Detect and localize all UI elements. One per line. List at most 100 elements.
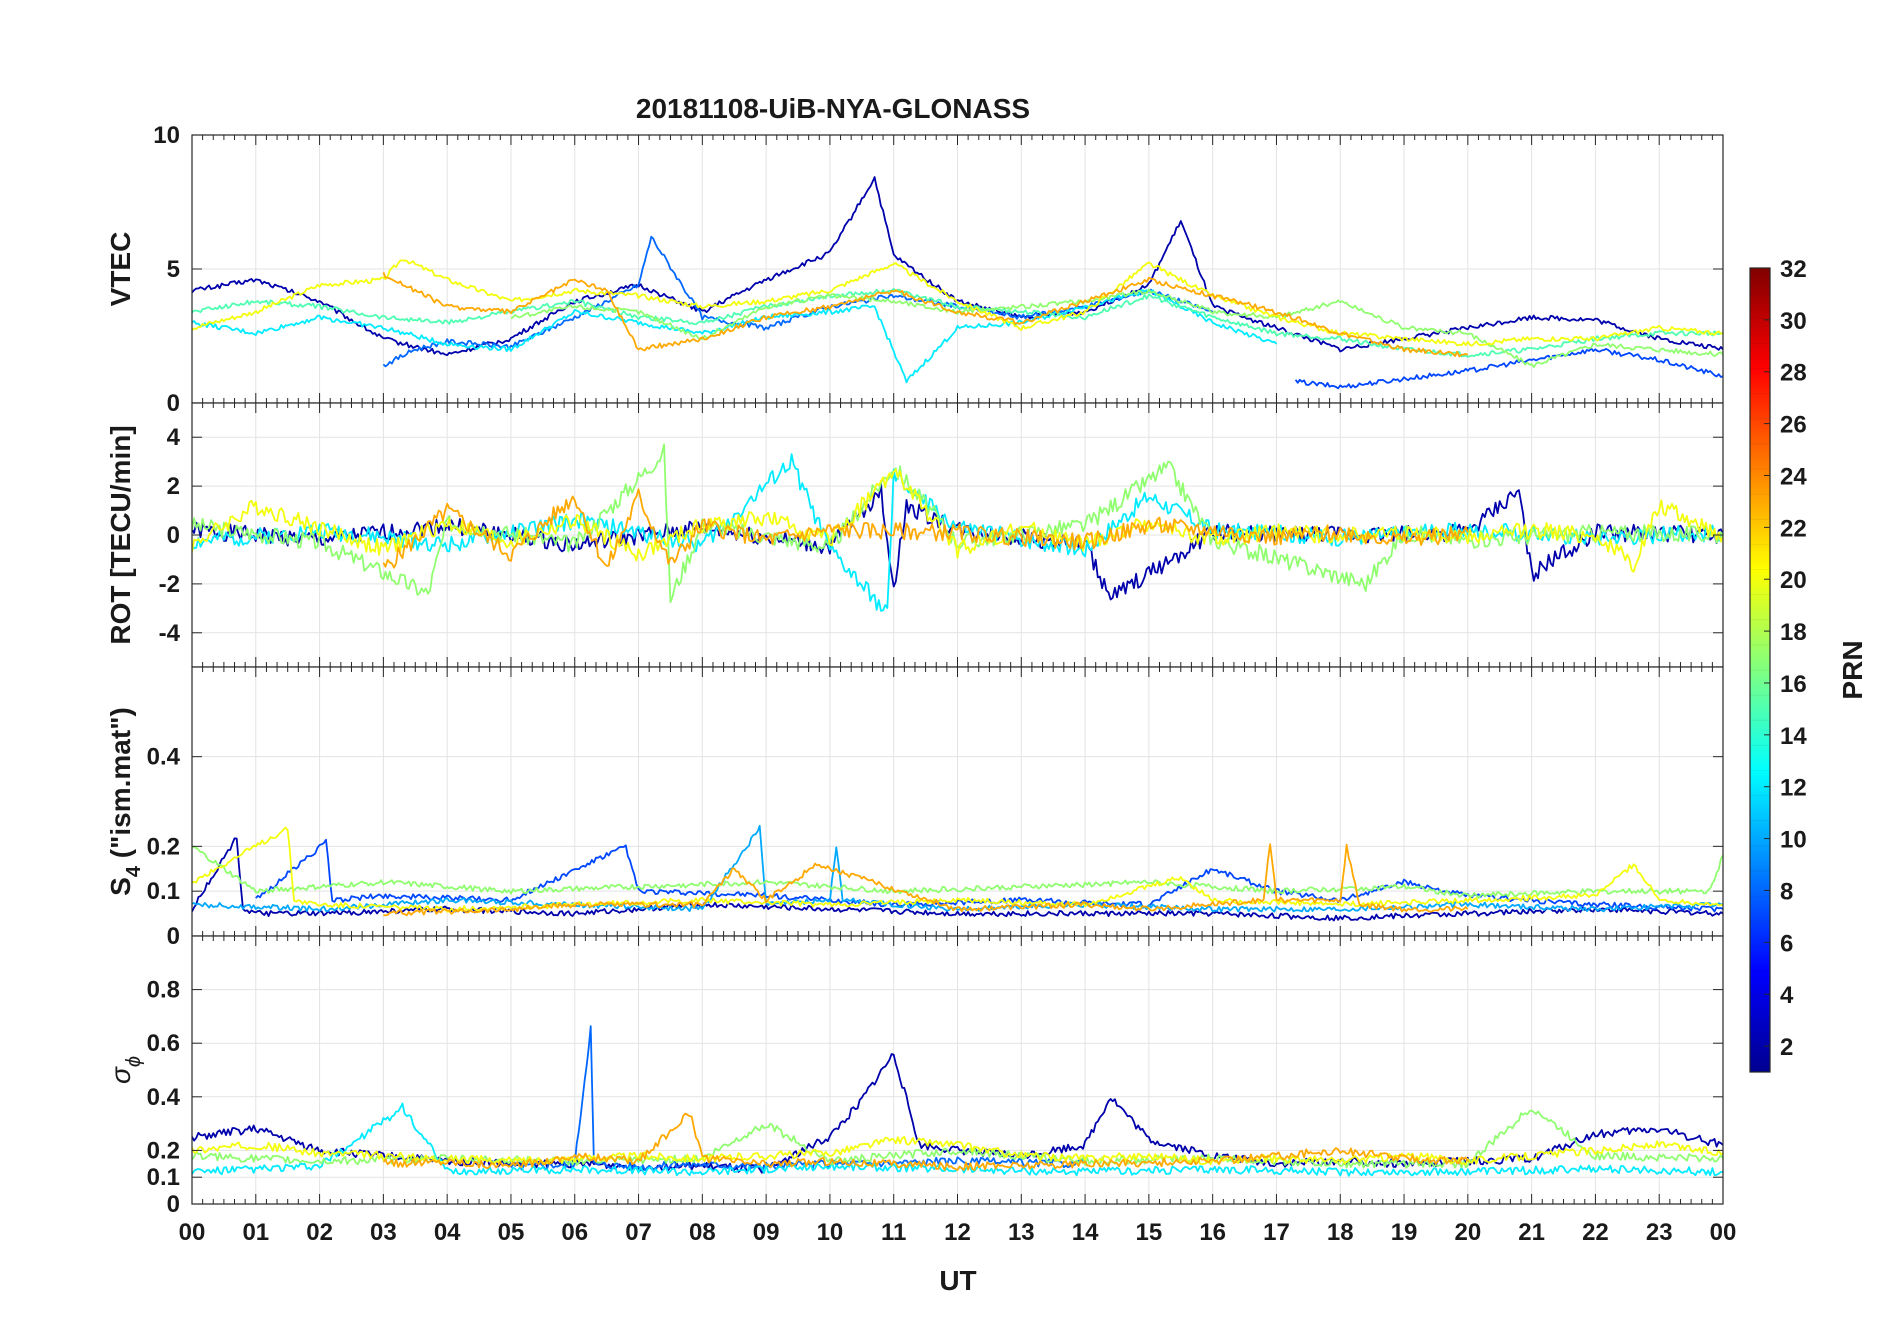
x-tick-label-9: 09 [753, 1219, 780, 1246]
sigma-ytick-label-3: 0.4 [147, 1084, 181, 1111]
rot-ytick-label-3: 2 [167, 473, 180, 500]
rot-ytick-label-1: -2 [159, 571, 180, 598]
x-tick-label-19: 19 [1391, 1219, 1418, 1246]
x-tick-label-13: 13 [1008, 1219, 1035, 1246]
x-tick-label-8: 08 [689, 1219, 716, 1246]
sigma-series-prn-17 [192, 1109, 1723, 1169]
x-tick-label-6: 06 [561, 1219, 588, 1246]
colorbar-tick-label-3: 8 [1780, 878, 1793, 905]
sigma-ylabel-main: σ [105, 1066, 136, 1084]
s4-series-prn-20 [192, 826, 1723, 913]
vtec-series-prn-23 [382, 272, 1469, 358]
x-axis-label: UT [939, 1265, 976, 1296]
sigma-series-prn-8 [510, 1025, 1086, 1172]
s4-series-prn-7 [255, 838, 1723, 913]
x-axis: 00 01 02 03 04 05 06 07 08 09 10 11 12 13 14 15 16 17 18 19… [179, 1219, 1737, 1246]
vtec-series-prn-17 [510, 288, 1723, 369]
s4-ytick-label-1: 0.1 [147, 878, 180, 905]
colorbar-tick-label-8: 18 [1780, 619, 1807, 646]
colorbar-tick-label-12: 26 [1780, 412, 1807, 439]
x-tick-label-12: 12 [944, 1219, 971, 1246]
x-tick-label-5: 05 [498, 1219, 525, 1246]
sigma-ylabel-sub: ϕ [123, 1056, 145, 1067]
sigma-ytick-label-0: 0 [167, 1191, 180, 1218]
vtec-ytick-label-0: 0 [167, 390, 180, 417]
s4-ytick-label-2: 0.2 [147, 833, 180, 860]
colorbar-label: PRN [1837, 640, 1868, 699]
rot-series-prn-17 [192, 443, 1723, 604]
sigma-ytick-label-2: 0.2 [147, 1137, 180, 1164]
sigma-ytick-label-5: 0.8 [147, 977, 180, 1004]
x-tick-label-2: 02 [306, 1219, 333, 1246]
s4-series-prn-23 [383, 843, 1469, 917]
x-tick-label-23: 23 [1646, 1219, 1673, 1246]
rot-ytick-label-2: 0 [167, 522, 180, 549]
colorbar-gradient [1750, 268, 1770, 1072]
x-tick-label-17: 17 [1263, 1219, 1290, 1246]
vtec-ytick-label-2: 10 [153, 122, 180, 149]
s4-ylabel-main: S [105, 877, 136, 896]
x-tick-label-3: 03 [370, 1219, 397, 1246]
x-tick-label-18: 18 [1327, 1219, 1354, 1246]
colorbar-tick-label-11: 24 [1780, 463, 1807, 490]
x-tick-label-10: 10 [817, 1219, 844, 1246]
s4-ylabel-rest: ("ism.mat") [105, 707, 136, 866]
panel-rot: -4 -2 0 2 4 ROT [TECU/min] [105, 402, 1724, 668]
colorbar-tick-label-14: 30 [1780, 308, 1807, 335]
x-tick-label-11: 11 [881, 1219, 906, 1246]
rot-series-group [192, 443, 1723, 612]
s4-ylabel-sub: 4 [123, 865, 145, 877]
colorbar-tick-label-0: 2 [1780, 1034, 1793, 1061]
rot-y-axis-label: ROT [TECU/min] [105, 425, 136, 644]
x-tick-label-24: 00 [1710, 1219, 1737, 1246]
s4-ytick-label-0: 0 [167, 923, 180, 950]
x-tick-label-22: 22 [1582, 1219, 1609, 1246]
colorbar-tick-label-7: 16 [1780, 671, 1807, 698]
x-tick-label-14: 14 [1072, 1219, 1099, 1246]
x-tick-label-4: 04 [434, 1219, 461, 1246]
sigma-ytick-label-4: 0.6 [147, 1030, 180, 1057]
colorbar-tick-label-4: 10 [1780, 827, 1807, 854]
rot-ytick-label-4: 4 [167, 424, 181, 451]
s4-series-prn-10 [192, 824, 1723, 913]
x-tick-label-0: 00 [179, 1219, 206, 1246]
panel-sigma: 00.10.2 0.4 0.6 0.8 σϕ [105, 935, 1724, 1218]
s4-y-axis-label: S4 ("ism.mat") [105, 707, 145, 896]
sigma-series-group [192, 1025, 1723, 1177]
vtec-series-prn-15 [192, 287, 1723, 358]
colorbar-tick-label-1: 4 [1780, 982, 1794, 1009]
x-tick-label-15: 15 [1136, 1219, 1163, 1246]
sigma-series-prn-20 [192, 1136, 1723, 1166]
vtec-series-prn-2 [192, 176, 1723, 357]
colorbar-tick-label-15: 32 [1780, 256, 1807, 283]
colorbar-tick-label-6: 14 [1780, 723, 1807, 750]
colorbar-tick-label-5: 12 [1780, 775, 1807, 802]
vtec-series-prn-7 [1294, 347, 1723, 390]
rot-series-prn-12 [192, 453, 1723, 612]
vtec-series-group [192, 176, 1723, 390]
chart-title: 20181108-UiB-NYA-GLONASS [636, 93, 1030, 124]
colorbar-tick-label-10: 22 [1780, 515, 1807, 542]
x-tick-label-20: 20 [1454, 1219, 1481, 1246]
sigma-series-prn-23 [382, 1112, 1469, 1171]
vtec-y-axis-label: VTEC [105, 232, 136, 307]
vtec-series-prn-20 [192, 259, 1723, 347]
colorbar-tick-label-9: 20 [1780, 567, 1807, 594]
s4-series-prn-2 [192, 837, 1723, 922]
s4-series-group [192, 824, 1723, 922]
x-tick-label-1: 01 [242, 1219, 269, 1246]
colorbar-frame [1749, 267, 1771, 1073]
rot-ytick-label-0: -4 [159, 620, 181, 647]
colorbar-tick-label-2: 6 [1780, 930, 1793, 957]
panel-s4: 00.10.20.4S4 ("ism.mat") [105, 666, 1724, 950]
sigma-ytick-label-1: 0.1 [147, 1164, 180, 1191]
panel-vtec: 0 5 10 VTEC [105, 122, 1724, 417]
x-tick-label-16: 16 [1199, 1219, 1226, 1246]
x-tick-label-21: 21 [1518, 1219, 1545, 1246]
rot-series-prn-20 [192, 468, 1723, 573]
colorbar-tick-label-13: 28 [1780, 360, 1807, 387]
vtec-ytick-label-1: 5 [167, 256, 180, 283]
